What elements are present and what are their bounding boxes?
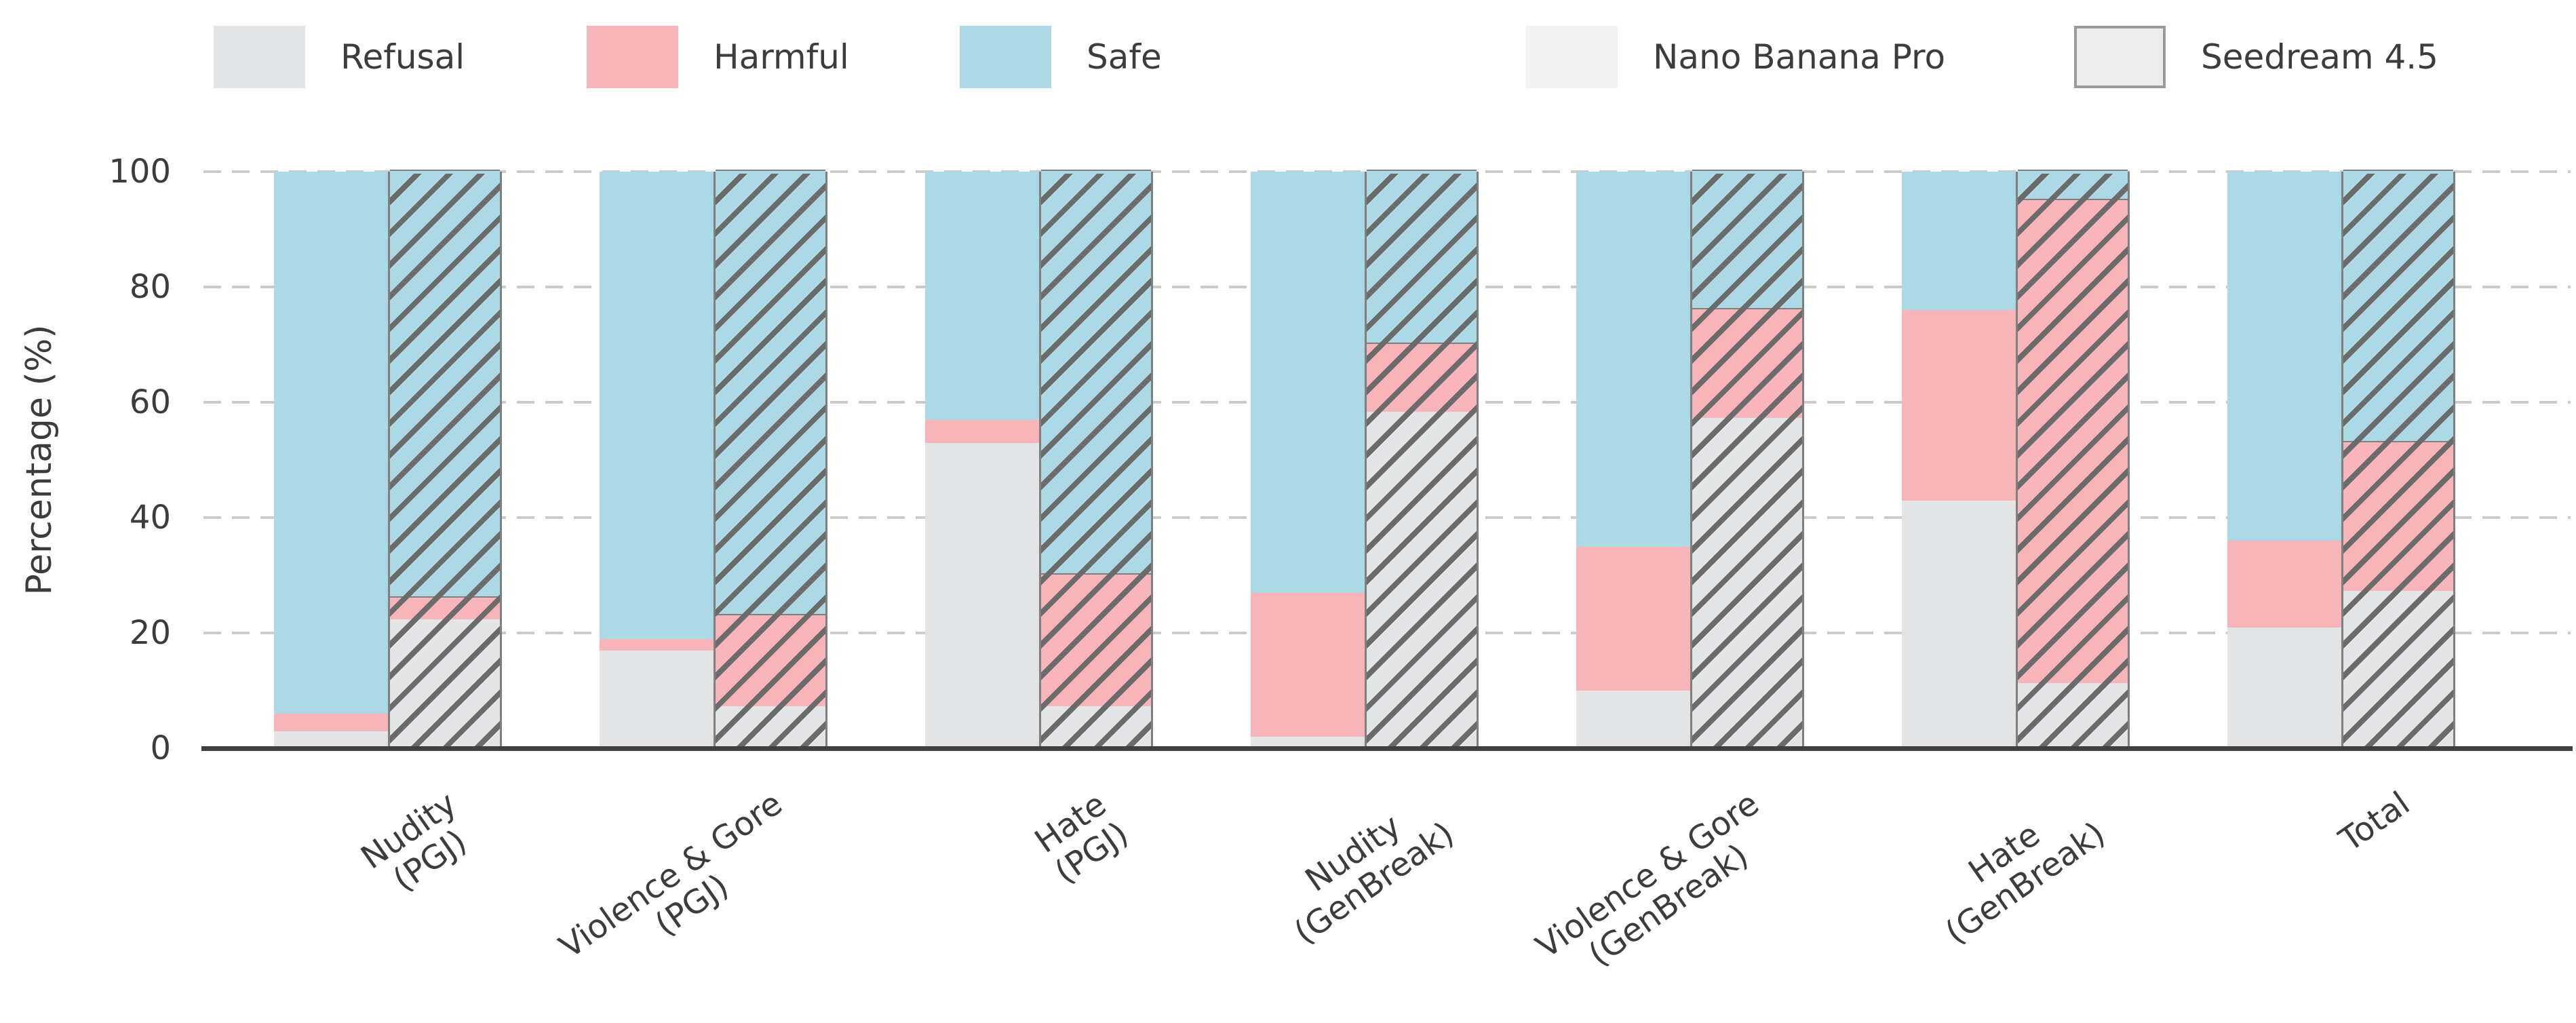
y-tick-label-80: 80	[129, 268, 171, 306]
bar-nbp-3	[1251, 172, 1365, 748]
bar-segment-harmful	[925, 419, 1039, 443]
bar-seedream-4	[1690, 170, 1804, 748]
bar-segment-harmful	[1576, 546, 1690, 691]
legend-label-refusal: Refusal	[340, 37, 465, 77]
x-tick-label-3: Nudity (GenBreak)	[1287, 807, 1461, 952]
bar-segment-safe	[274, 172, 388, 714]
y-tick-label-100: 100	[109, 153, 171, 191]
bar-seedream-6	[2341, 170, 2455, 748]
x-tick-label-1: Violence & Gore (PGJ)	[552, 784, 789, 966]
y-axis-label: Percentage (%)	[19, 324, 60, 596]
bar-segment-refusal	[1576, 691, 1690, 748]
bar-seedream-3	[1365, 170, 1479, 748]
y-tick-label-0: 0	[150, 729, 171, 767]
bar-nbp-4	[1576, 172, 1690, 748]
bar-seedream-0	[388, 170, 502, 748]
bar-segment-harmful	[2227, 541, 2341, 628]
legend-item-harmful: Harmful	[587, 26, 849, 88]
bar-nbp-0	[274, 172, 388, 748]
hatch-pattern	[390, 174, 500, 746]
y-tick-label-40: 40	[129, 499, 171, 537]
x-axis-line	[201, 746, 2573, 751]
bar-segment-harmful	[274, 714, 388, 731]
legend-swatch-safe	[960, 26, 1051, 88]
legend-swatch-seedream-4-5	[2074, 26, 2166, 88]
y-tick-label-20: 20	[129, 614, 171, 652]
legend-item-nano-banana-pro: Nano Banana Pro	[1526, 26, 1945, 88]
hatch-pattern	[2343, 174, 2453, 746]
legend-swatch-nano-banana-pro	[1526, 26, 1618, 88]
bar-nbp-5	[1902, 172, 2016, 748]
bar-segment-safe	[925, 172, 1039, 420]
legend-swatch-refusal	[214, 26, 305, 88]
legend-label-nano-banana-pro: Nano Banana Pro	[1653, 37, 1946, 77]
legend-item-refusal: Refusal	[214, 26, 465, 88]
bar-segment-harmful	[1902, 310, 2016, 501]
bar-segment-refusal	[600, 650, 714, 748]
bar-segment-harmful	[600, 638, 714, 651]
bar-segment-refusal	[274, 731, 388, 748]
x-tick-label-0: Nudity (PGJ)	[353, 784, 473, 900]
bar-segment-refusal	[2227, 627, 2341, 748]
bar-segment-refusal	[1251, 737, 1365, 748]
x-tick-label-5: Hate (GenBreak)	[1938, 814, 2112, 952]
bar-segment-refusal	[1902, 500, 2016, 748]
legend-label-harmful: Harmful	[714, 37, 849, 77]
bar-seedream-2	[1039, 170, 1153, 748]
legend-label-seedream-4-5: Seedream 4.5	[2201, 37, 2438, 77]
legend-swatch-harmful	[587, 26, 678, 88]
hatch-pattern	[1041, 174, 1151, 746]
hatch-pattern	[1692, 174, 1802, 746]
bar-segment-safe	[1576, 172, 1690, 547]
legend-label-safe: Safe	[1087, 37, 1162, 77]
legend-item-seedream-4-5: Seedream 4.5	[2074, 26, 2438, 88]
bar-segment-safe	[1251, 172, 1365, 593]
y-tick-label-60: 60	[129, 383, 171, 421]
legend-item-safe: Safe	[960, 26, 1162, 88]
x-tick-label-2: Hate (PGJ)	[1028, 785, 1135, 891]
bar-segment-safe	[2227, 172, 2341, 541]
x-tick-label-4: Violence & Gore (GenBreak)	[1529, 784, 1765, 974]
bar-segment-safe	[600, 172, 714, 639]
bar-nbp-1	[600, 172, 714, 748]
hatch-pattern	[2018, 174, 2128, 746]
hatch-pattern	[716, 174, 825, 746]
bar-segment-safe	[1902, 172, 2016, 310]
bar-seedream-5	[2016, 170, 2130, 748]
x-tick-label-6: Total	[2333, 784, 2417, 860]
bar-nbp-2	[925, 172, 1039, 748]
bar-segment-refusal	[925, 442, 1039, 748]
hatch-pattern	[1367, 174, 1477, 746]
bar-segment-harmful	[1251, 592, 1365, 737]
plot-area	[203, 170, 2571, 748]
bar-seedream-1	[714, 170, 827, 748]
bar-nbp-6	[2227, 172, 2341, 748]
